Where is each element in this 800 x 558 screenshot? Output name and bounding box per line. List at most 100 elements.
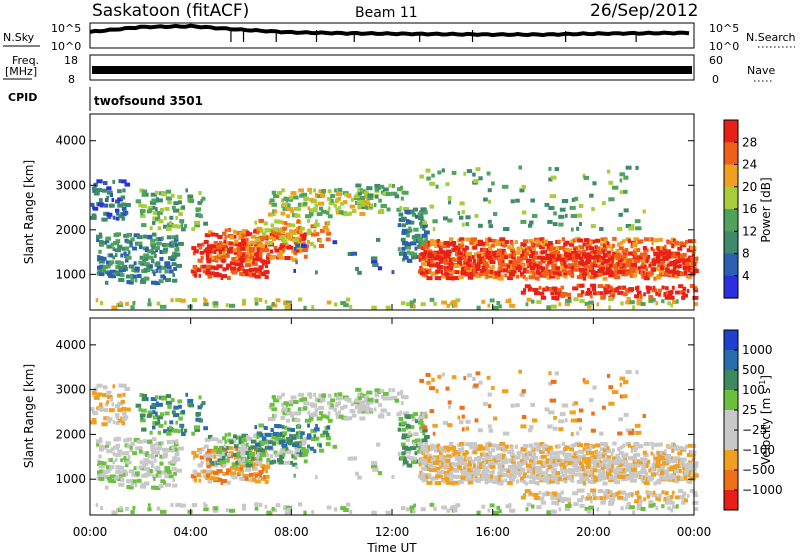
power-cell	[550, 291, 555, 296]
velocity-cell	[160, 412, 165, 417]
velocity-cell	[550, 496, 555, 501]
power-cell	[515, 266, 522, 271]
power-cell	[117, 197, 123, 202]
velocity-cell	[670, 508, 674, 513]
velocity-cell	[529, 475, 533, 480]
power-cell	[256, 247, 262, 252]
velocity-cell	[206, 460, 210, 465]
velocity-cell	[259, 473, 263, 478]
power-cell	[154, 253, 157, 258]
power-cell	[555, 275, 560, 280]
velocity-cell	[635, 474, 638, 479]
velocity-cell	[319, 443, 322, 448]
power-cell	[281, 188, 285, 193]
velocity-cell	[652, 466, 656, 471]
power-cell	[303, 201, 308, 206]
velocity-cell	[335, 396, 342, 401]
power-cell	[498, 266, 503, 271]
power-cell	[130, 305, 135, 310]
velocity-cell	[326, 425, 331, 430]
power-cell	[514, 240, 518, 245]
power-cell	[572, 286, 579, 291]
velocity-cell	[126, 437, 133, 442]
velocity-cell	[452, 452, 458, 457]
power-cell	[319, 193, 324, 198]
velocity-cell	[374, 388, 381, 393]
power-cell	[551, 246, 558, 251]
power-cell	[114, 248, 121, 253]
power-cell	[337, 187, 343, 192]
velocity-cell	[280, 447, 286, 452]
power-cell	[274, 248, 280, 253]
velocity-cell	[616, 457, 622, 462]
power-cell	[424, 237, 429, 242]
power-cell	[230, 266, 237, 271]
power-cell	[98, 272, 105, 277]
power-cell	[560, 285, 564, 290]
power-cell	[265, 270, 270, 275]
power-cell	[375, 194, 379, 199]
velocity-cell	[373, 407, 377, 412]
velocity-cell	[295, 448, 300, 453]
velocity-cell	[209, 458, 212, 463]
power-cell	[619, 190, 623, 195]
velocity-cell	[310, 428, 317, 433]
power-cell	[198, 245, 202, 250]
velocity-cell	[445, 472, 452, 477]
power-cell	[120, 195, 125, 200]
velocity-cell	[299, 438, 305, 442]
power-cell	[666, 263, 670, 268]
cpid-label: CPID	[8, 91, 37, 104]
velocity-cell	[257, 460, 263, 464]
velocity-cell	[367, 397, 374, 402]
power-cell	[546, 275, 551, 280]
power-cell	[446, 259, 450, 264]
velocity-cell	[592, 444, 596, 449]
velocity-cell	[608, 468, 613, 473]
velocity-cell	[583, 380, 590, 385]
velocity-cell	[143, 467, 150, 471]
power-cell	[586, 291, 593, 295]
velocity-cell	[670, 500, 675, 505]
velocity-cell	[270, 416, 276, 421]
velocity-cell	[611, 448, 615, 453]
colorbar-swatch	[724, 410, 738, 431]
power-cell	[652, 262, 656, 266]
velocity-cell	[293, 455, 298, 460]
power-cell	[602, 243, 609, 248]
power-cell	[414, 246, 418, 251]
power-cell	[266, 253, 271, 258]
velocity-cell	[213, 476, 220, 481]
velocity-cell	[162, 447, 167, 452]
power-cell	[241, 229, 248, 234]
power-cell	[655, 291, 658, 296]
power-cell	[295, 260, 298, 265]
power-cell	[311, 232, 317, 237]
velocity-cell	[512, 469, 519, 474]
power-cell	[100, 301, 104, 306]
power-cell	[176, 252, 181, 257]
velocity-cell	[443, 464, 446, 468]
power-cell	[612, 251, 618, 256]
power-cell	[326, 220, 331, 225]
power-cell	[516, 246, 521, 251]
velocity-cell	[234, 467, 241, 471]
power-cell	[104, 280, 109, 285]
power-cell	[488, 246, 491, 251]
velocity-cell	[627, 463, 633, 468]
power-cell	[376, 237, 381, 242]
power-cell	[405, 210, 411, 215]
velocity-cell	[559, 412, 566, 417]
power-cell	[274, 235, 280, 240]
velocity-cell	[129, 478, 134, 483]
power-cell	[164, 263, 168, 268]
power-cell	[576, 226, 580, 231]
velocity-cell	[201, 447, 205, 452]
power-cell	[624, 288, 629, 292]
velocity-cell	[625, 476, 630, 481]
velocity-cell	[520, 449, 523, 454]
velocity-cell	[216, 469, 223, 474]
power-cell	[317, 201, 325, 206]
velocity-cell	[478, 380, 483, 385]
power-cell	[612, 263, 617, 268]
